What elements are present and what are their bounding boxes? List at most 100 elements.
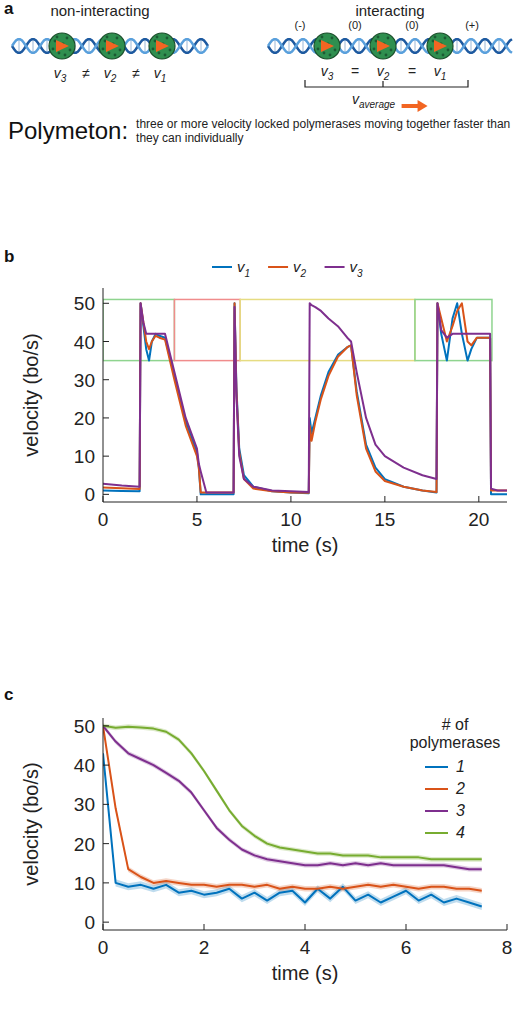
x-tick: [196, 496, 197, 502]
polymerase-body: [49, 33, 75, 59]
subscript: 3: [61, 73, 67, 84]
polymerase-texture: [377, 36, 380, 39]
dna-rung: [359, 39, 360, 53]
dna-rung: [485, 39, 486, 53]
polymerase-texture: [116, 37, 119, 40]
velocity-label: v2: [377, 63, 390, 82]
definition: three or more velocity locked polymerase…: [136, 117, 510, 145]
y-tick-label: 50: [74, 716, 95, 737]
polymerase-texture: [375, 40, 378, 43]
polymerase-texture: [444, 37, 447, 40]
polymerase-texture: [102, 48, 105, 51]
polymerase-texture: [434, 36, 437, 39]
dna-rung: [33, 39, 34, 53]
polymerase-texture: [385, 54, 388, 57]
supercoil-sign: (0): [348, 19, 361, 31]
x-axis-title: time (s): [272, 534, 339, 556]
region-box: [415, 299, 492, 360]
dna-rung: [289, 39, 290, 53]
subscript: 2: [383, 71, 390, 82]
polymerase-texture: [442, 54, 445, 57]
velocity-label: ≠: [82, 65, 90, 81]
dna-rung: [275, 39, 276, 53]
y-tick-label: 40: [74, 755, 95, 776]
legend-title: # ofpolymerases: [410, 716, 501, 751]
subscript: 3: [328, 71, 334, 82]
polymerase: [49, 33, 75, 59]
x-tick-label: 15: [374, 509, 395, 530]
y-tick: [103, 341, 109, 342]
polymerase-body: [149, 33, 175, 59]
y-axis-title: velocity (bo/s): [20, 333, 42, 456]
x-tick: [305, 924, 306, 930]
legend: v1v2v3: [212, 258, 363, 279]
region-box: [240, 299, 415, 360]
direction-arrow: [106, 40, 119, 52]
polymerase: [99, 33, 125, 59]
velocity-label: v1: [434, 63, 447, 82]
polymerase-body: [370, 33, 396, 59]
series-line: [103, 303, 507, 492]
dna-rung: [345, 39, 346, 53]
polymerase-texture: [166, 37, 169, 40]
x-tick: [478, 496, 479, 502]
velocity-label: v2: [104, 65, 117, 84]
y-tick: [103, 882, 109, 883]
y-tick-label: 0: [84, 912, 95, 933]
velocity-label: v3: [321, 63, 334, 82]
velocity-label: v3: [54, 65, 67, 84]
diagram-title: interacting: [355, 2, 424, 19]
y-tick: [103, 417, 109, 418]
x-tick: [103, 496, 104, 502]
polymerase-texture: [430, 48, 433, 51]
polymerase-texture: [54, 40, 57, 43]
velocity-label: v1: [154, 65, 167, 84]
legend-swatch: [425, 832, 448, 834]
x-tick: [103, 924, 104, 930]
x-tick: [406, 924, 407, 930]
supercoil-sign: (-): [295, 19, 306, 31]
x-tick-label: 8: [502, 937, 513, 958]
dna-rung: [19, 39, 20, 53]
y-tick-label: 50: [74, 293, 95, 314]
x-tick-label: 6: [401, 937, 412, 958]
y-tick-label: 40: [74, 332, 95, 353]
polymerase-texture: [114, 54, 117, 57]
average-arrow: [418, 100, 428, 112]
polymerase-texture: [334, 49, 337, 52]
legend-label: v2: [293, 258, 307, 279]
subscript: 1: [441, 71, 447, 82]
x-tick-label: 0: [98, 937, 109, 958]
y-tick-label: 10: [74, 446, 95, 467]
x-tick: [384, 496, 385, 502]
velocity-label: =: [351, 63, 359, 79]
region-box: [103, 299, 174, 360]
polymerase-texture: [56, 36, 59, 39]
polymerase: [427, 33, 453, 59]
plot-area: [103, 299, 507, 494]
polymerase-texture: [154, 40, 157, 43]
velocity-label: =: [408, 63, 416, 79]
supercoil-sign: (+): [465, 19, 479, 31]
y-tick: [103, 456, 109, 457]
x-axis-title: time (s): [272, 962, 339, 984]
polymerase-texture: [329, 54, 332, 57]
legend-swatch: [425, 766, 448, 768]
definition-line: they can individually: [136, 131, 243, 145]
polymerase-body: [427, 33, 453, 59]
dna-rung: [131, 39, 132, 53]
subscript: 3: [357, 268, 363, 279]
polymerase-texture: [317, 48, 320, 51]
polymerase-texture: [69, 49, 72, 52]
legend-swatch: [325, 266, 345, 268]
subscript: average: [359, 99, 396, 110]
supercoil-sign: (0): [405, 19, 418, 31]
polymerase-texture: [106, 36, 109, 39]
y-tick-label: 0: [84, 484, 95, 505]
polymerase-texture: [319, 40, 322, 43]
x-tick-label: 20: [468, 509, 489, 530]
subscript: 2: [300, 268, 307, 279]
series-line: [103, 753, 482, 906]
polymerase-texture: [119, 49, 122, 52]
y-tick-label: 20: [74, 834, 95, 855]
